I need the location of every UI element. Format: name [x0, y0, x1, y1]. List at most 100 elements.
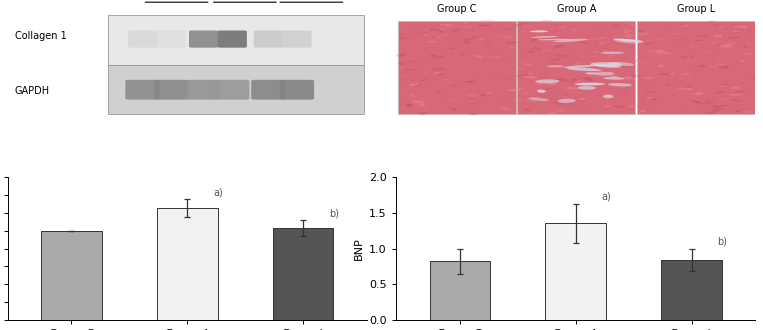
- Ellipse shape: [718, 98, 727, 100]
- Ellipse shape: [713, 24, 719, 26]
- Ellipse shape: [678, 22, 684, 24]
- Ellipse shape: [604, 77, 625, 80]
- Ellipse shape: [464, 108, 468, 109]
- Ellipse shape: [493, 56, 501, 57]
- Ellipse shape: [530, 47, 537, 49]
- Ellipse shape: [465, 81, 473, 83]
- Ellipse shape: [718, 66, 729, 69]
- Ellipse shape: [679, 56, 687, 58]
- Ellipse shape: [532, 114, 536, 115]
- Ellipse shape: [740, 82, 743, 83]
- FancyBboxPatch shape: [217, 30, 247, 48]
- Ellipse shape: [672, 33, 681, 35]
- Ellipse shape: [553, 45, 564, 48]
- Ellipse shape: [398, 62, 405, 65]
- Ellipse shape: [634, 60, 640, 62]
- Ellipse shape: [411, 105, 422, 107]
- Ellipse shape: [680, 94, 681, 95]
- Ellipse shape: [577, 80, 584, 83]
- Ellipse shape: [736, 37, 737, 38]
- Ellipse shape: [687, 88, 694, 90]
- Ellipse shape: [517, 25, 530, 26]
- Ellipse shape: [540, 23, 547, 25]
- Ellipse shape: [598, 37, 607, 39]
- Ellipse shape: [724, 42, 736, 46]
- Ellipse shape: [456, 71, 460, 72]
- FancyBboxPatch shape: [254, 30, 283, 48]
- Ellipse shape: [746, 42, 751, 43]
- Ellipse shape: [496, 54, 499, 55]
- Ellipse shape: [538, 98, 544, 100]
- Ellipse shape: [718, 84, 727, 87]
- Ellipse shape: [540, 76, 547, 79]
- Ellipse shape: [638, 30, 645, 32]
- Ellipse shape: [749, 29, 752, 31]
- Ellipse shape: [437, 37, 442, 39]
- Ellipse shape: [558, 110, 565, 112]
- Ellipse shape: [430, 31, 436, 33]
- Ellipse shape: [540, 50, 551, 51]
- Ellipse shape: [441, 34, 449, 36]
- Ellipse shape: [716, 105, 726, 107]
- Ellipse shape: [669, 73, 674, 75]
- Ellipse shape: [517, 68, 522, 69]
- Ellipse shape: [732, 24, 739, 26]
- Ellipse shape: [666, 51, 673, 52]
- Ellipse shape: [733, 26, 747, 27]
- Ellipse shape: [459, 53, 463, 54]
- Ellipse shape: [601, 48, 611, 49]
- Ellipse shape: [596, 72, 614, 76]
- Bar: [398, 21, 516, 115]
- Ellipse shape: [506, 41, 517, 44]
- Ellipse shape: [439, 30, 444, 33]
- Ellipse shape: [615, 105, 624, 108]
- Ellipse shape: [539, 46, 542, 48]
- Ellipse shape: [549, 53, 550, 54]
- Ellipse shape: [542, 20, 555, 22]
- Ellipse shape: [729, 93, 742, 96]
- Ellipse shape: [477, 38, 481, 39]
- FancyBboxPatch shape: [215, 80, 250, 100]
- Ellipse shape: [558, 99, 576, 103]
- Ellipse shape: [549, 112, 555, 114]
- FancyBboxPatch shape: [282, 30, 311, 48]
- Bar: [662, 260, 722, 320]
- Ellipse shape: [615, 82, 626, 83]
- Ellipse shape: [552, 30, 562, 31]
- Ellipse shape: [652, 39, 663, 40]
- Bar: [637, 21, 755, 115]
- Ellipse shape: [636, 32, 648, 36]
- Ellipse shape: [554, 24, 565, 26]
- Ellipse shape: [490, 72, 497, 73]
- Y-axis label: BNP: BNP: [353, 237, 363, 260]
- Ellipse shape: [705, 112, 716, 114]
- Ellipse shape: [464, 22, 468, 24]
- Ellipse shape: [538, 110, 542, 111]
- Ellipse shape: [621, 90, 628, 92]
- Ellipse shape: [468, 30, 474, 31]
- Ellipse shape: [665, 83, 671, 86]
- Ellipse shape: [464, 39, 470, 41]
- Ellipse shape: [544, 104, 547, 106]
- Ellipse shape: [595, 31, 604, 33]
- Ellipse shape: [714, 34, 723, 37]
- Ellipse shape: [742, 46, 748, 48]
- Text: a): a): [601, 191, 611, 201]
- Ellipse shape: [436, 37, 439, 38]
- Ellipse shape: [640, 97, 647, 99]
- Ellipse shape: [668, 53, 674, 54]
- Ellipse shape: [487, 91, 491, 94]
- Ellipse shape: [693, 70, 699, 72]
- Ellipse shape: [621, 36, 633, 38]
- Ellipse shape: [443, 27, 455, 29]
- Ellipse shape: [424, 29, 431, 30]
- Ellipse shape: [571, 29, 578, 30]
- Ellipse shape: [406, 104, 412, 106]
- Ellipse shape: [665, 26, 669, 28]
- Ellipse shape: [623, 40, 633, 42]
- Ellipse shape: [577, 76, 582, 78]
- Ellipse shape: [443, 78, 449, 80]
- Ellipse shape: [626, 105, 637, 107]
- Text: b): b): [329, 209, 339, 218]
- Ellipse shape: [569, 63, 575, 65]
